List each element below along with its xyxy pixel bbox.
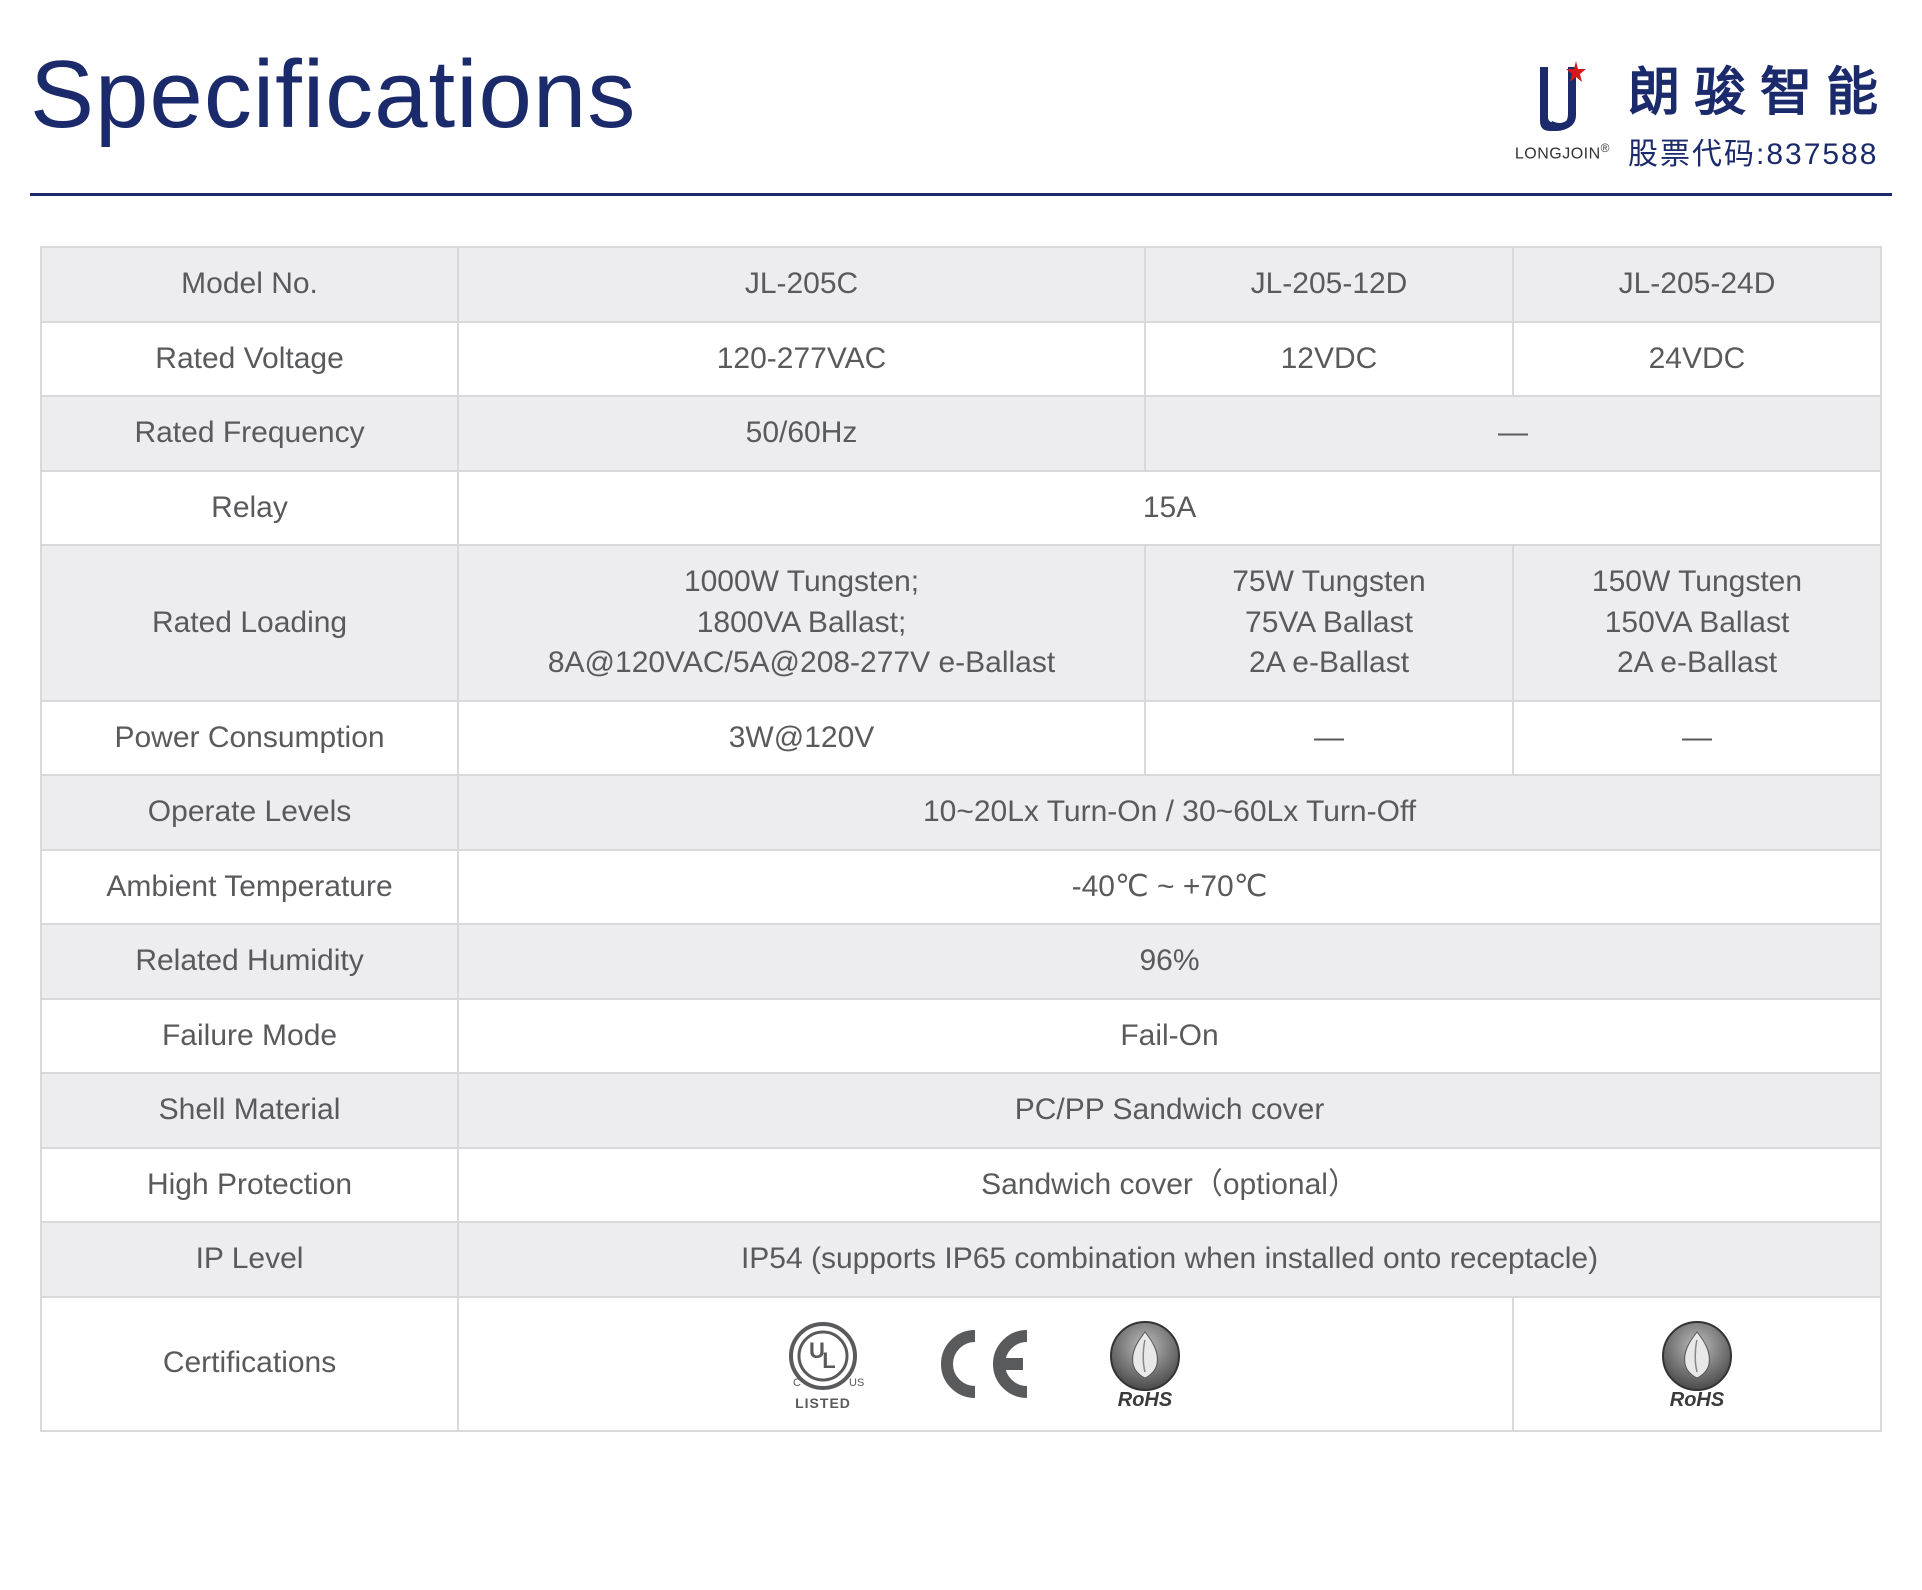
table-cell: 3W@120V	[458, 701, 1145, 776]
table-cell: -40℃ ~ +70℃	[458, 850, 1881, 925]
row-label: Relay	[41, 471, 458, 546]
table-row: IP LevelIP54 (supports IP65 combination …	[41, 1222, 1881, 1297]
svg-text:US: US	[849, 1377, 864, 1389]
row-label: High Protection	[41, 1148, 458, 1223]
ce-mark-icon	[927, 1324, 1037, 1404]
page-header: Specifications LONGJOIN® 朗骏智能 股票代码:83758…	[30, 40, 1892, 173]
cert-icons: U L C US LISTED RoHS	[473, 1316, 1498, 1412]
table-cell: 50/60Hz	[458, 396, 1145, 471]
logo-text-block: 朗骏智能 股票代码:837588	[1628, 50, 1892, 173]
table-row: Relay15A	[41, 471, 1881, 546]
row-label: Certifications	[41, 1297, 458, 1431]
cert-icons: RoHS	[1528, 1316, 1866, 1412]
header-rule	[30, 193, 1892, 196]
rohs-icon: RoHS	[1649, 1316, 1745, 1412]
logo-company-en: LONGJOIN®	[1515, 141, 1610, 163]
table-row: Rated Loading1000W Tungsten;1800VA Balla…	[41, 545, 1881, 701]
row-label: Rated Frequency	[41, 396, 458, 471]
table-cell: PC/PP Sandwich cover	[458, 1073, 1881, 1148]
logo-company-cn: 朗骏智能	[1628, 50, 1892, 125]
table-cell: —	[1145, 396, 1881, 471]
svg-text:RoHS: RoHS	[1117, 1389, 1172, 1411]
table-cell: JL-205C	[458, 247, 1145, 322]
table-cell: Fail-On	[458, 999, 1881, 1074]
spec-table: Model No.JL-205CJL-205-12DJL-205-24DRate…	[40, 246, 1882, 1432]
table-row: High ProtectionSandwich cover（optional）	[41, 1148, 1881, 1223]
table-row: Failure ModeFail-On	[41, 999, 1881, 1074]
table-cell: IP54 (supports IP65 combination when ins…	[458, 1222, 1881, 1297]
row-label: Power Consumption	[41, 701, 458, 776]
table-cell: 120-277VAC	[458, 322, 1145, 397]
table-row: Power Consumption3W@120V——	[41, 701, 1881, 776]
registered-mark: ®	[1601, 141, 1610, 155]
table-cell: 75W Tungsten75VA Ballast2A e-Ballast	[1145, 545, 1513, 701]
table-row: Model No.JL-205CJL-205-12DJL-205-24D	[41, 247, 1881, 322]
page-title: Specifications	[30, 40, 636, 150]
table-row: Related Humidity96%	[41, 924, 1881, 999]
row-label: Rated Loading	[41, 545, 458, 701]
table-cell: Sandwich cover（optional）	[458, 1148, 1881, 1223]
table-cell: 96%	[458, 924, 1881, 999]
row-label: Rated Voltage	[41, 322, 458, 397]
table-cell: 10~20Lx Turn-On / 30~60Lx Turn-Off	[458, 775, 1881, 850]
table-row: Certifications U L C US LISTED	[41, 1297, 1881, 1431]
table-cell: —	[1145, 701, 1513, 776]
svg-text:LISTED: LISTED	[795, 1395, 851, 1411]
logo-mark: LONGJOIN®	[1515, 59, 1610, 163]
table-row: Operate Levels10~20Lx Turn-On / 30~60Lx …	[41, 775, 1881, 850]
longjoin-logo-icon	[1532, 59, 1592, 139]
row-label: Model No.	[41, 247, 458, 322]
table-row: Rated Frequency50/60Hz—	[41, 396, 1881, 471]
table-cell: 1000W Tungsten;1800VA Ballast;8A@120VAC/…	[458, 545, 1145, 701]
table-cell: JL-205-12D	[1145, 247, 1513, 322]
row-label: IP Level	[41, 1222, 458, 1297]
table-cell: JL-205-24D	[1513, 247, 1881, 322]
table-cell: 15A	[458, 471, 1881, 546]
row-label: Shell Material	[41, 1073, 458, 1148]
rohs-icon: RoHS	[1097, 1316, 1193, 1412]
table-row: Shell MaterialPC/PP Sandwich cover	[41, 1073, 1881, 1148]
table-cell: 150W Tungsten150VA Ballast2A e-Ballast	[1513, 545, 1881, 701]
svg-text:L: L	[822, 1348, 835, 1373]
table-row: Rated Voltage120-277VAC12VDC24VDC	[41, 322, 1881, 397]
table-cell: 12VDC	[1145, 322, 1513, 397]
ul-listed-icon: U L C US LISTED	[779, 1316, 867, 1412]
company-logo-block: LONGJOIN® 朗骏智能 股票代码:837588	[1515, 50, 1892, 173]
row-label: Ambient Temperature	[41, 850, 458, 925]
table-cell: RoHS	[1513, 1297, 1881, 1431]
row-label: Failure Mode	[41, 999, 458, 1074]
logo-company-text: LONGJOIN	[1515, 146, 1601, 163]
table-cell: U L C US LISTED RoHS	[458, 1297, 1513, 1431]
row-label: Operate Levels	[41, 775, 458, 850]
svg-text:RoHS: RoHS	[1670, 1389, 1725, 1411]
spec-table-wrap: Model No.JL-205CJL-205-12DJL-205-24DRate…	[30, 246, 1892, 1432]
table-row: Ambient Temperature-40℃ ~ +70℃	[41, 850, 1881, 925]
row-label: Related Humidity	[41, 924, 458, 999]
table-cell: 24VDC	[1513, 322, 1881, 397]
table-cell: —	[1513, 701, 1881, 776]
logo-stock-code: 股票代码:837588	[1628, 129, 1892, 173]
svg-text:C: C	[793, 1377, 801, 1389]
